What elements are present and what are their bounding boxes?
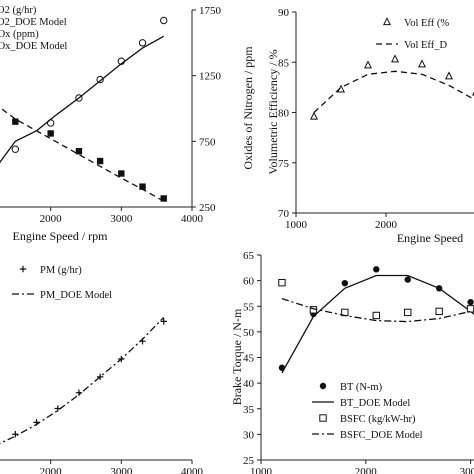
y-tick-label: 80 xyxy=(278,108,290,120)
y-axis-label: Brake Torque / N-m xyxy=(230,308,244,405)
y-tick-label: 30 xyxy=(243,429,255,441)
data-point xyxy=(138,39,147,47)
panel-top-right: 1000 2000 70 75 80 85 90 Engine Speed Volumetric… xyxy=(266,7,474,245)
data-point xyxy=(372,311,380,320)
y-tick-label: 90 xyxy=(278,7,290,19)
data-point xyxy=(96,75,104,84)
data-point xyxy=(160,318,167,325)
legend-label: Vol Eff (% xyxy=(404,18,449,29)
data-point xyxy=(435,307,443,316)
y2-axis-label: Oxides of Nitrogen / ppm xyxy=(241,46,255,170)
legend-label: BSFC_DOE Model xyxy=(340,430,423,441)
y-tick-label: 70 xyxy=(278,208,290,220)
data-point xyxy=(12,118,19,125)
legend-marker-sample xyxy=(319,414,327,422)
data-point xyxy=(96,373,104,381)
legend: CO2 (g/hr)CO2_DOE ModelNOx (ppm)NOx_DOE … xyxy=(0,5,67,52)
data-point xyxy=(466,305,474,313)
series-line-3 xyxy=(281,297,474,323)
data-point xyxy=(417,59,427,68)
panel-bottom-left: 200030004000Engine Speed / rpmPM (g/hr)P… xyxy=(0,265,204,474)
data-point xyxy=(404,276,411,283)
y-tick-label: 65 xyxy=(243,250,255,262)
x-tick-label: 4000 xyxy=(181,213,204,225)
x-tick-label: 2000 xyxy=(40,213,63,225)
data-point xyxy=(309,111,319,120)
y-tick-label: 50 xyxy=(243,327,255,339)
x-tick-label: 2000 xyxy=(40,466,63,474)
data-point xyxy=(96,157,104,165)
y-tick-label: 55 xyxy=(243,301,255,313)
y-tick-label: 60 xyxy=(243,276,255,288)
legend-marker-sample xyxy=(19,265,27,273)
legend-label: PM_DOE Model xyxy=(40,290,112,301)
data-point xyxy=(278,278,286,287)
x-tick-label: 1000 xyxy=(250,466,273,474)
y2-tick-label: 1250 xyxy=(199,71,222,83)
x-tick-label: 3000 xyxy=(110,466,133,474)
data-point xyxy=(75,147,83,155)
y-tick-label: 75 xyxy=(278,158,290,170)
data-point xyxy=(363,60,373,69)
legend-label: NOx (ppm) xyxy=(0,29,39,40)
legend-label: CO2_DOE Model xyxy=(0,17,67,28)
data-point xyxy=(75,389,83,396)
data-point xyxy=(467,298,474,306)
legend-label: NOx_DOE Model xyxy=(0,41,67,52)
series-line-1 xyxy=(281,274,474,374)
data-point xyxy=(118,170,125,177)
legend-label: BT (N-m) xyxy=(340,382,383,393)
legend-label: BT_DOE Model xyxy=(340,398,410,409)
x-tick-label: 1000 xyxy=(285,219,308,231)
series-line-1 xyxy=(0,35,165,164)
x-axis-label: Engine Speed xyxy=(397,231,463,245)
data-point xyxy=(390,54,400,63)
y-tick-label: 40 xyxy=(243,378,255,390)
data-point xyxy=(11,145,20,153)
data-point xyxy=(373,266,380,273)
legend-marker-sample xyxy=(319,382,327,390)
legend-label: BSFC (kg/kW-hr) xyxy=(340,414,416,425)
data-point xyxy=(160,16,168,25)
series-line-1 xyxy=(313,70,474,113)
y2-tick-label: 1750 xyxy=(199,5,222,17)
panel-bottom-right: 100020003000253035404550556065Engine Spe… xyxy=(230,250,474,474)
series-line-1 xyxy=(0,316,165,445)
legend: BT (N-m) BT_DOE Model BSFC (kg/kW-hr) BSFC_… xyxy=(312,382,423,441)
y-tick-label: 85 xyxy=(278,57,290,69)
legend-label: CO2 (g/hr) xyxy=(0,5,37,16)
legend-label: PM (g/hr) xyxy=(40,265,82,276)
data-point xyxy=(139,183,146,190)
data-point xyxy=(341,279,349,287)
data-point xyxy=(47,130,54,137)
y-tick-label: 45 xyxy=(243,353,255,365)
x-tick-label: 4000 xyxy=(181,466,204,474)
legend: PM (g/hr) PM_DOE Model xyxy=(12,265,112,301)
data-point xyxy=(444,71,454,80)
legend: Vol Eff (% Vol Eff_D xyxy=(376,17,449,51)
legend-marker-sample xyxy=(382,17,392,26)
y-axis-label: Volumetric Efficiency / % xyxy=(266,49,280,174)
y2-tick-label: 750 xyxy=(199,136,216,148)
x-tick-label: 2000 xyxy=(375,219,398,231)
x-tick-label: 3000 xyxy=(110,213,133,225)
series-line-3 xyxy=(0,106,165,202)
legend-label: Vol Eff_D xyxy=(404,40,447,51)
x-tick-label: 3000 xyxy=(460,466,474,474)
x-axis-label: Engine Speed / rpm xyxy=(13,229,109,243)
y-tick-label: 25 xyxy=(243,455,255,467)
y2-tick-label: 250 xyxy=(199,202,216,214)
x-tick-label: 2000 xyxy=(355,466,378,474)
data-point xyxy=(160,195,167,202)
y-tick-label: 35 xyxy=(243,404,255,416)
data-point xyxy=(404,308,412,317)
